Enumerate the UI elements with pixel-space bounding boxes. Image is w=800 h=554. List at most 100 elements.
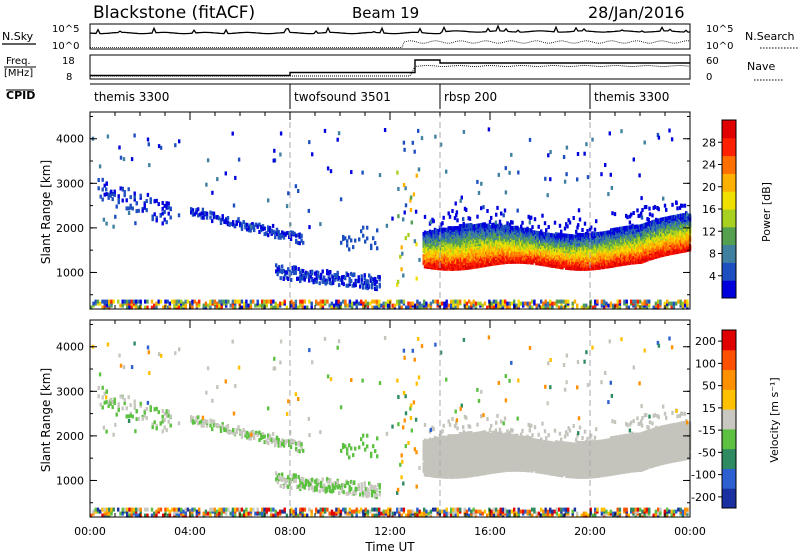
power-cell [207, 303, 210, 308]
power-cell [622, 226, 625, 231]
power-cell [144, 305, 147, 310]
power-cell [612, 251, 615, 256]
power-cell [202, 211, 205, 216]
power-cell [286, 231, 289, 235]
power-cell [165, 201, 168, 206]
noise-tick-left-top: 10^5 [52, 24, 79, 35]
power-cell [495, 212, 498, 217]
power-cell [592, 262, 595, 267]
power-cell [341, 275, 344, 280]
power-cell [416, 299, 419, 304]
power-cell [572, 236, 575, 241]
power-cell [398, 305, 401, 310]
power-cell [423, 214, 427, 219]
power-cell [341, 280, 344, 285]
power-cell [582, 246, 585, 251]
power-cell [422, 232, 425, 236]
power-cell [341, 278, 344, 283]
power-cell [371, 281, 374, 286]
power-cell [530, 228, 533, 233]
power-cell [359, 284, 362, 289]
power-cell [506, 301, 509, 306]
power-cell [351, 273, 354, 278]
power-cell [378, 284, 381, 289]
power-cell [323, 279, 326, 284]
power-cell [299, 275, 302, 280]
power-cell [567, 299, 570, 304]
power-cell [258, 303, 262, 308]
power-cell [511, 220, 514, 225]
power-cell [97, 178, 100, 182]
power-cell [558, 305, 561, 310]
power-cell [328, 303, 331, 308]
power-cell [351, 301, 354, 306]
power-cell [231, 305, 235, 310]
power-cell [496, 205, 499, 210]
power-cell [212, 215, 216, 220]
power-cell [342, 275, 345, 279]
power-cell [323, 275, 326, 280]
power-cell [101, 187, 104, 192]
power-cell [293, 267, 296, 272]
power-cell [506, 305, 509, 310]
power-cell [279, 235, 282, 240]
power-cell [113, 193, 116, 197]
power-cell [285, 275, 288, 280]
power-cell [267, 228, 270, 232]
power-cell [670, 305, 673, 310]
power-cell [486, 209, 489, 213]
power-cell [540, 299, 543, 304]
power-cell [163, 217, 166, 222]
power-cell [585, 232, 588, 236]
power-cell [500, 250, 503, 255]
power-cell [270, 230, 273, 235]
power-cell [308, 273, 311, 278]
power-cell [353, 301, 356, 306]
power-cell [227, 299, 230, 304]
power-cell [364, 239, 367, 244]
power-cell [191, 305, 194, 310]
power-cell [615, 230, 618, 235]
power-cell [460, 258, 463, 262]
power-cell [430, 231, 433, 236]
power-cell [468, 305, 471, 310]
power-cell [503, 208, 507, 213]
power-cell [427, 231, 430, 236]
power-cell [651, 213, 654, 218]
power-cell [485, 251, 488, 255]
power-cell [261, 224, 265, 229]
power-cell [355, 305, 358, 310]
power-cell [281, 301, 284, 306]
power-cell [344, 276, 347, 281]
power-cell [279, 269, 282, 274]
power-cell [171, 299, 174, 304]
power-cell [418, 305, 421, 310]
power-cell [277, 232, 280, 237]
power-cell [508, 222, 512, 227]
power-cell [622, 229, 625, 234]
power-cell [600, 234, 603, 239]
power-cell [294, 303, 298, 308]
power-cell [320, 272, 323, 277]
power-cell [350, 271, 353, 276]
power-cell [533, 217, 537, 222]
power-cell [442, 227, 445, 232]
power-cell [575, 229, 578, 234]
power-cell [123, 299, 127, 304]
power-cell [492, 229, 495, 234]
power-cell [329, 280, 332, 285]
power-cell [145, 208, 148, 213]
power-cell [303, 305, 307, 310]
power-cell [545, 250, 548, 255]
power-cell [324, 278, 327, 283]
power-cell [376, 246, 379, 251]
power-cell [216, 215, 219, 219]
power-cell [276, 272, 279, 277]
power-cell [294, 266, 297, 271]
power-cell [371, 285, 374, 290]
power-cell [472, 303, 475, 308]
power-cell [512, 227, 515, 232]
power-cell [237, 217, 240, 222]
power-cell [303, 277, 306, 282]
power-cell [366, 283, 369, 288]
